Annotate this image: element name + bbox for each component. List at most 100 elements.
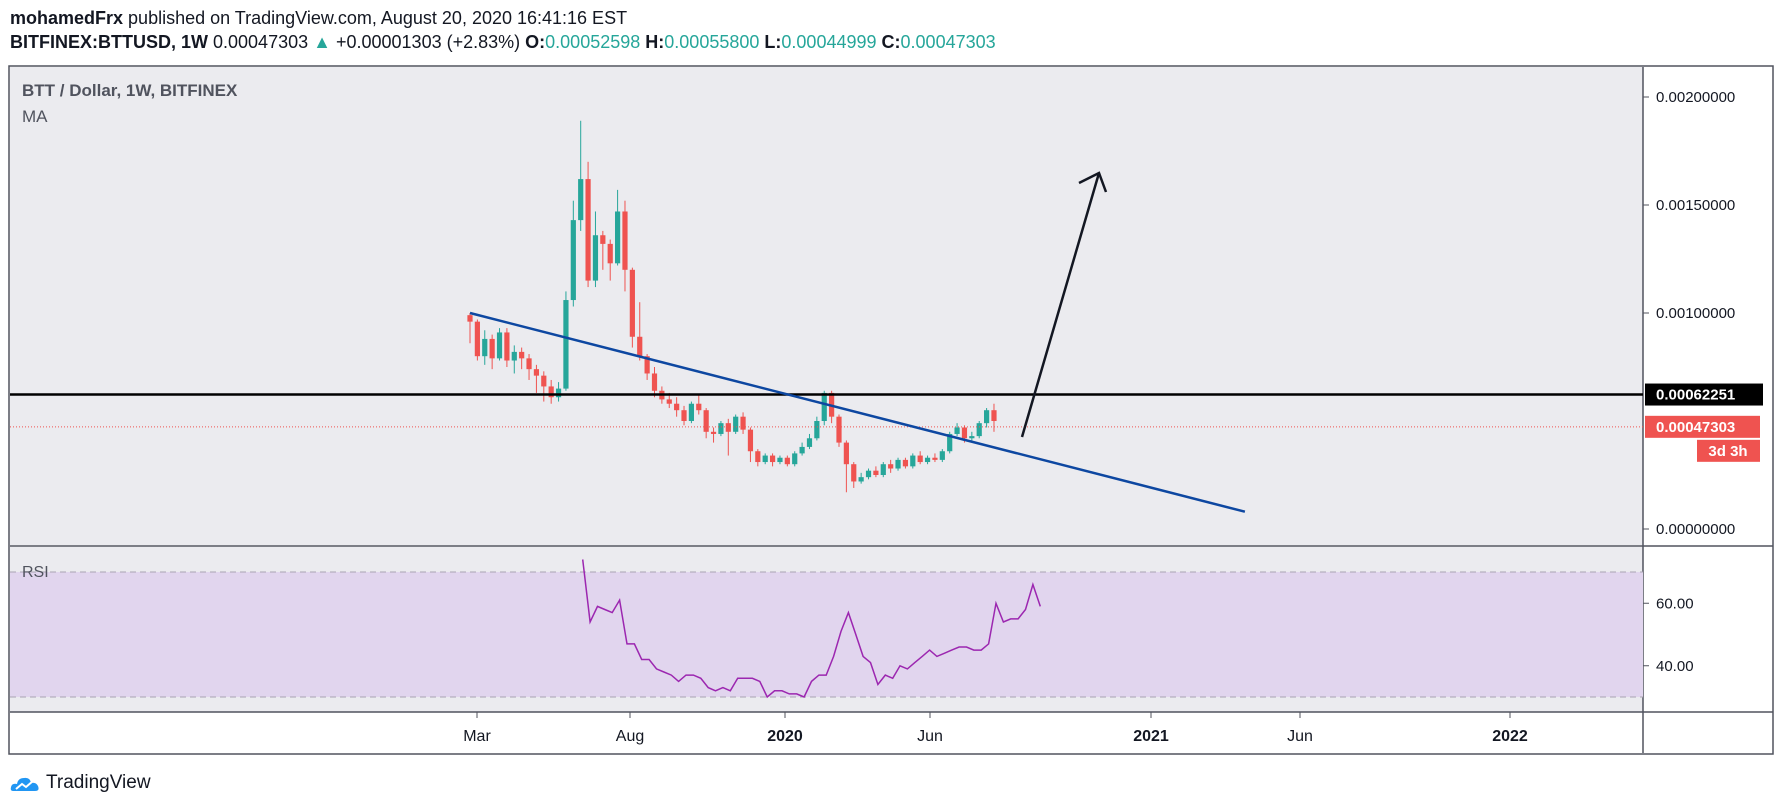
price-tick-label: 0.00150000 xyxy=(1656,197,1735,214)
arrow-head-icon xyxy=(1078,171,1108,193)
candle-body xyxy=(984,410,990,424)
candle xyxy=(585,161,591,288)
candle xyxy=(570,200,576,307)
candle xyxy=(578,120,584,231)
candle-body xyxy=(932,457,938,460)
candle-body xyxy=(666,399,672,404)
candle-body xyxy=(696,403,702,411)
candle-body xyxy=(888,464,894,469)
candle-body xyxy=(578,179,584,221)
candle xyxy=(799,442,805,456)
candle-body xyxy=(585,179,591,281)
time-tick-label: Jun xyxy=(1287,728,1313,745)
tradingview-logo[interactable]: TradingView xyxy=(10,772,151,794)
candle-body xyxy=(991,410,997,421)
candle-body xyxy=(873,470,879,475)
candle xyxy=(792,451,798,467)
candle-body xyxy=(541,375,547,387)
candle xyxy=(592,211,599,288)
price-pane[interactable] xyxy=(10,67,1643,545)
candle-body xyxy=(733,416,739,432)
change-value: +0.00001303 (+2.83%) xyxy=(335,32,521,52)
candle xyxy=(843,440,849,493)
up-arrow-icon: ▲ xyxy=(313,32,331,52)
rsi-line xyxy=(581,559,1042,699)
candle xyxy=(563,291,569,391)
candle xyxy=(984,408,990,428)
candle-body xyxy=(511,351,517,361)
chart-header: mohamedFrx published on TradingView.com,… xyxy=(10,6,996,54)
candle xyxy=(504,328,510,367)
arrow-drawing[interactable] xyxy=(1020,171,1108,438)
candle xyxy=(769,453,776,467)
candle-body xyxy=(792,453,798,465)
time-tick-label: Aug xyxy=(616,728,644,745)
candle xyxy=(836,414,842,447)
candle xyxy=(533,364,540,393)
countdown-box xyxy=(1697,439,1760,462)
author-name[interactable]: mohamedFrx xyxy=(10,8,124,28)
time-tick-label: 2022 xyxy=(1492,728,1528,745)
candle-body xyxy=(784,457,790,465)
candle xyxy=(674,397,680,417)
time-tick-label: Mar xyxy=(463,728,491,745)
candle-body xyxy=(806,438,813,447)
close-value: 0.00047303 xyxy=(900,32,996,52)
candle-body xyxy=(747,429,754,452)
candle xyxy=(526,354,532,380)
candle xyxy=(917,451,923,465)
candle-body xyxy=(489,338,495,359)
trendline[interactable] xyxy=(469,311,1246,513)
candle-body xyxy=(865,470,872,478)
candle-body xyxy=(799,446,805,454)
open-value: 0.00052598 xyxy=(545,32,641,52)
candle-body xyxy=(496,332,503,359)
candle-body xyxy=(637,336,643,357)
candle-body xyxy=(755,451,761,463)
candle-body xyxy=(725,423,731,432)
candle xyxy=(821,390,827,426)
candle-body xyxy=(629,269,635,337)
candle-body xyxy=(710,431,717,434)
candle-body xyxy=(651,373,658,391)
candle xyxy=(733,414,739,434)
high-label: H: xyxy=(645,32,665,52)
candle xyxy=(910,453,916,469)
candle xyxy=(851,462,857,488)
cloud-icon xyxy=(10,777,39,791)
candle-body xyxy=(961,427,968,439)
ma-indicator-label[interactable]: MA xyxy=(22,107,48,126)
last-price-label: 0.00047303 3d 3h xyxy=(1645,415,1760,462)
low-value: 0.00044999 xyxy=(781,32,877,52)
candle xyxy=(555,382,562,402)
candle xyxy=(814,416,820,441)
candle xyxy=(976,421,982,439)
rsi-indicator-label[interactable]: RSI xyxy=(22,564,49,581)
hline-label: 0.00062251 xyxy=(1645,383,1763,406)
candle xyxy=(932,453,938,463)
rsi-band xyxy=(10,572,1643,697)
price-axis[interactable]: 0.00200000 0.00150000 0.00100000 0.00000000 xyxy=(1643,89,1735,538)
chart-legend-title[interactable]: BTT / Dollar, 1W, BITFINEX xyxy=(22,81,238,100)
last-price-value: 0.00047303 xyxy=(213,32,309,52)
candle-body xyxy=(526,358,532,370)
symbol-name: BITFINEX:BTTUSD, 1W xyxy=(10,32,208,52)
time-axis[interactable]: Mar Aug 2020 Jun 2021 Jun 2022 xyxy=(463,712,1528,745)
low-label: L: xyxy=(764,32,782,52)
candle xyxy=(696,395,702,415)
candle xyxy=(888,459,894,473)
candle xyxy=(784,455,790,467)
candle-body xyxy=(843,442,849,465)
candle-body xyxy=(555,388,562,398)
candle-body xyxy=(947,433,953,452)
time-tick-label: Jun xyxy=(917,728,943,745)
candle xyxy=(651,367,658,398)
candle xyxy=(703,408,709,439)
candle-body xyxy=(954,427,960,434)
countdown-text: 3d 3h xyxy=(1708,443,1747,460)
rsi-axis[interactable]: 60.00 40.00 xyxy=(1643,595,1694,675)
candle xyxy=(482,330,488,365)
candle xyxy=(637,302,643,361)
candle-body xyxy=(600,235,606,244)
